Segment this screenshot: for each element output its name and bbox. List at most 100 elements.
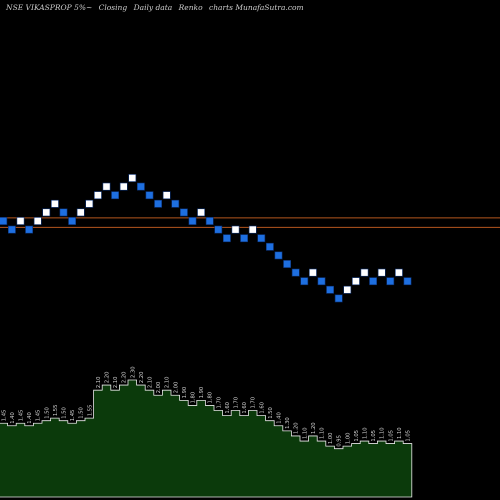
- value-label: 0.95: [337, 435, 343, 447]
- renko-brick-up: [231, 225, 240, 234]
- renko-brick-down: [25, 225, 33, 234]
- renko-brick-up: [308, 268, 317, 277]
- value-label: 1.70: [251, 397, 257, 409]
- renko-brick-down: [240, 234, 248, 243]
- renko-brick-down: [137, 182, 145, 191]
- renko-brick-up: [94, 191, 102, 200]
- value-label: 1.40: [27, 412, 33, 424]
- value-label: 1.45: [19, 410, 25, 422]
- renko-brick-down: [223, 234, 231, 243]
- renko-brick-up: [102, 182, 111, 191]
- value-label: 1.00: [328, 433, 334, 445]
- value-label: 1.00: [345, 433, 351, 445]
- value-label: 2.00: [156, 382, 162, 394]
- value-label: 2.20: [139, 372, 145, 384]
- value-label: 1.55: [87, 405, 93, 417]
- renko-brick-down: [300, 277, 309, 286]
- renko-brick-down: [257, 234, 266, 243]
- value-label: 1.10: [380, 427, 386, 439]
- value-label: 1.10: [363, 427, 369, 439]
- renko-brick-up: [50, 199, 59, 208]
- value-label: 1.10: [302, 427, 308, 439]
- renko-brick-down: [59, 208, 68, 217]
- value-label: 2.30: [130, 366, 136, 378]
- value-label: 1.50: [44, 407, 50, 419]
- renko-brick-up: [343, 285, 352, 294]
- chart-kind-label: Renko: [178, 3, 203, 12]
- value-label: 1.90: [182, 387, 188, 399]
- renko-brick-down: [111, 191, 119, 200]
- renko-brick-up: [85, 199, 94, 208]
- value-label: 2.00: [173, 382, 179, 394]
- value-label: 2.10: [165, 377, 171, 389]
- renko-brick-down: [68, 217, 76, 225]
- renko-brick-up: [16, 217, 25, 225]
- renko-brick-up: [351, 277, 360, 286]
- renko-brick-up: [33, 217, 42, 225]
- renko-brick-down: [265, 242, 274, 251]
- renko-brick-down: [274, 251, 283, 260]
- value-label: 1.80: [208, 392, 214, 404]
- renko-brick-down: [291, 268, 300, 277]
- renko-brick-down: [214, 225, 223, 234]
- renko-brick-down: [188, 217, 197, 225]
- renko-brick-up: [360, 268, 369, 277]
- value-label: 1.30: [285, 417, 291, 429]
- frequency-label: Daily data: [133, 3, 173, 12]
- value-label: 1.50: [268, 407, 274, 419]
- renko-brick-down: [8, 225, 16, 234]
- site-label: charts MunafaSutra.com: [209, 3, 304, 12]
- renko-brick-down: [171, 199, 180, 208]
- value-label: 1.10: [397, 427, 403, 439]
- renko-brick-up: [162, 191, 171, 200]
- renko-brick-down: [326, 285, 334, 294]
- renko-brick-down: [369, 277, 377, 286]
- value-label: 2.10: [96, 377, 102, 389]
- value-label: 1.55: [53, 405, 59, 417]
- renko-brick-up: [119, 182, 128, 191]
- ticker-label: NSE VIKASPROP 5%~: [6, 3, 93, 12]
- value-label: 1.05: [388, 430, 394, 442]
- renko-brick-down: [317, 277, 326, 286]
- value-label: 1.50: [79, 407, 85, 419]
- value-label: 1.45: [36, 410, 42, 422]
- value-label: 2.10: [113, 377, 119, 389]
- renko-brick-down: [205, 217, 214, 225]
- value-label: 1.90: [199, 387, 205, 399]
- value-label: 1.10: [320, 427, 326, 439]
- value-label: 1.40: [277, 412, 283, 424]
- renko-brick-down: [180, 208, 188, 217]
- value-label: 1.60: [225, 402, 231, 414]
- renko-brick-down: [386, 277, 395, 286]
- renko-brick-down: [145, 191, 154, 200]
- renko-brick-up: [76, 208, 85, 217]
- value-label: 2.20: [105, 372, 111, 384]
- chart-header: NSE VIKASPROP 5%~ Closing Daily data Ren…: [6, 3, 308, 12]
- value-label: 1.70: [216, 397, 222, 409]
- value-label: 2.20: [122, 372, 128, 384]
- value-label: 1.60: [242, 402, 248, 414]
- value-label: 2.10: [148, 377, 154, 389]
- value-label: 1.40: [10, 412, 16, 424]
- value-label: 1.20: [311, 422, 317, 434]
- value-area: [0, 379, 413, 498]
- renko-brick-up: [197, 208, 205, 217]
- value-label: 1.05: [371, 430, 377, 442]
- renko-brick-down: [334, 294, 343, 303]
- renko-brick-up: [377, 268, 386, 277]
- mode-label: Closing: [98, 3, 128, 12]
- value-label: 1.05: [354, 430, 360, 442]
- renko-brick-down: [0, 217, 8, 225]
- renko-brick-up: [128, 174, 137, 182]
- renko-brick-up: [248, 225, 257, 234]
- renko-brick-down: [403, 277, 412, 286]
- renko-brick-up: [394, 268, 403, 277]
- value-label: 1.05: [406, 430, 412, 442]
- value-label: 1.45: [1, 410, 7, 422]
- renko-brick-up: [42, 208, 51, 217]
- renko-brick-down: [283, 260, 291, 268]
- renko-brick-down: [154, 199, 162, 208]
- value-label: 1.60: [259, 402, 265, 414]
- value-label: 1.80: [191, 392, 197, 404]
